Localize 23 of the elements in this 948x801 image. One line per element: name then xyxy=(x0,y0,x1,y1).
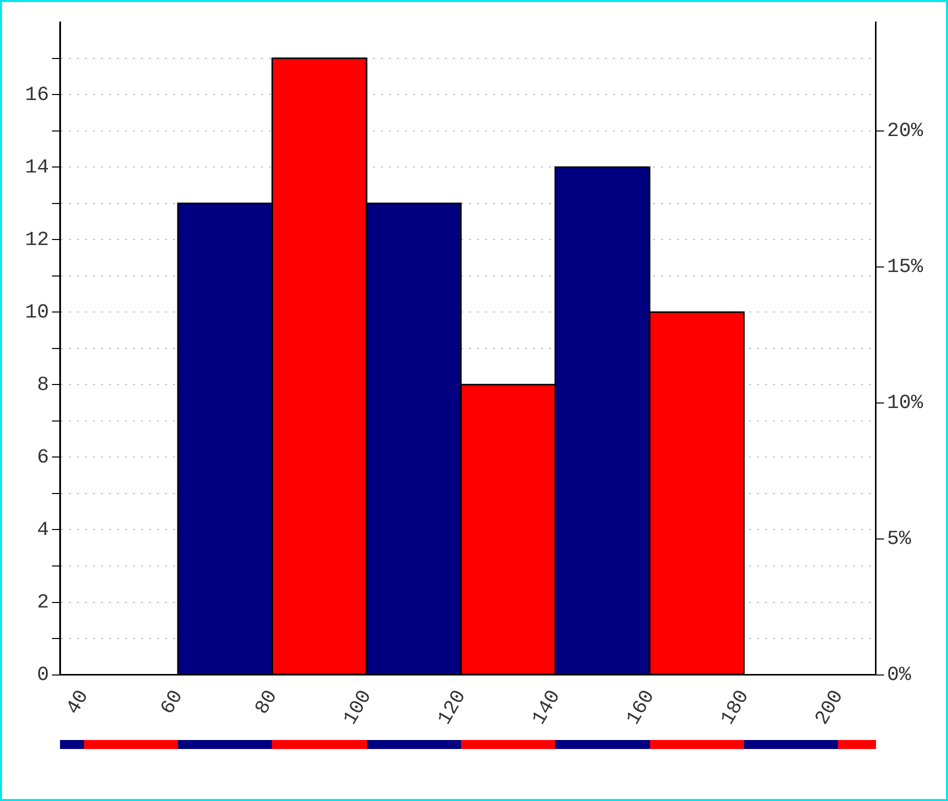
y-tick-label: 0 xyxy=(36,664,50,688)
x-tick-label: 100 xyxy=(339,686,378,730)
x-tick-label: 180 xyxy=(716,686,755,730)
y-tick-label: 8 xyxy=(36,374,50,397)
y-tick-label: 16 xyxy=(24,84,50,107)
x-tick-label: 140 xyxy=(528,686,566,730)
x-tick-label: 200 xyxy=(810,686,849,730)
y2-tick-label: 15% xyxy=(886,256,924,280)
y2-tick-label: 5% xyxy=(886,528,912,552)
y-tick-label: 2 xyxy=(36,592,50,615)
y-tick-label: 4 xyxy=(36,519,50,542)
y-tick-label: 6 xyxy=(36,446,50,470)
y-tick-label: 14 xyxy=(24,156,50,180)
x-tick-label: 120 xyxy=(434,686,472,730)
y-tick-label: 12 xyxy=(24,228,50,252)
x-tick-label: 60 xyxy=(156,686,189,719)
y2-tick-label: 10% xyxy=(886,392,924,416)
y2-tick-label: 20% xyxy=(886,120,924,144)
x-tick-label: 160 xyxy=(622,686,660,730)
x-tick-label: 80 xyxy=(250,686,283,719)
y2-tick-label: 0% xyxy=(886,664,912,688)
x-tick-label: 40 xyxy=(62,686,94,719)
y-tick-label: 10 xyxy=(24,301,50,324)
